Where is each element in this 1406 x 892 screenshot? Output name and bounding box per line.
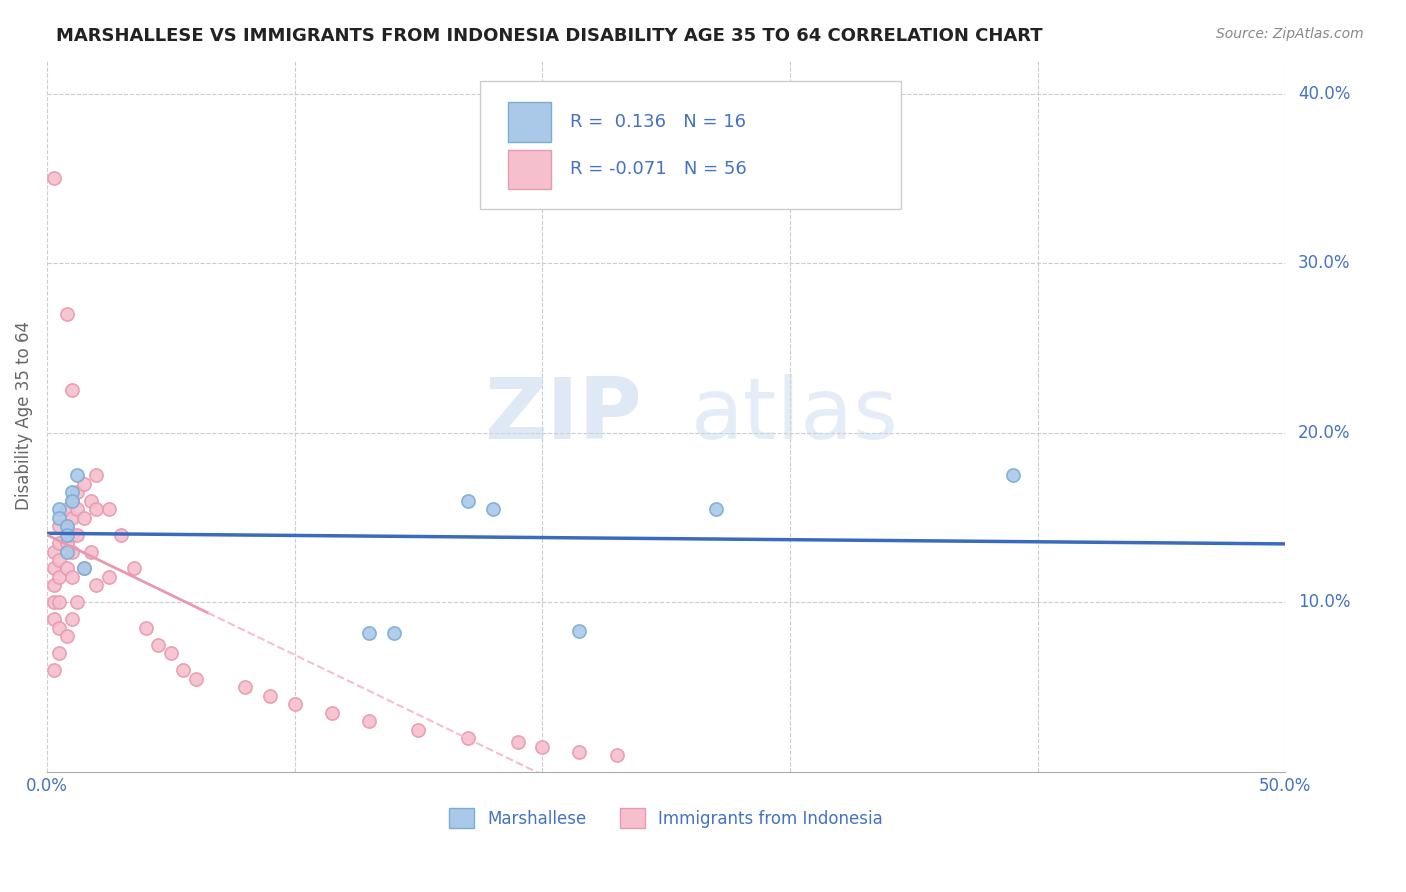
- Point: [48, 502, 70, 516]
- Point: [259, 689, 281, 703]
- Point: [48, 510, 70, 524]
- Point: [65, 468, 87, 483]
- Point: [44, 595, 66, 609]
- Point: [321, 706, 343, 720]
- Point: [408, 723, 430, 737]
- Point: [55, 502, 77, 516]
- Point: [73, 510, 96, 524]
- Point: [60, 544, 83, 558]
- Point: [97, 570, 120, 584]
- Point: [148, 638, 170, 652]
- Point: [457, 493, 479, 508]
- Y-axis label: Disability Age 35 to 64: Disability Age 35 to 64: [15, 321, 32, 510]
- Text: 40.0%: 40.0%: [1298, 85, 1350, 103]
- Point: [73, 476, 96, 491]
- Point: [65, 527, 87, 541]
- Point: [55, 527, 77, 541]
- Text: 10.0%: 10.0%: [1298, 593, 1350, 611]
- Point: [48, 646, 70, 660]
- Point: [60, 493, 83, 508]
- Point: [97, 502, 120, 516]
- Point: [48, 553, 70, 567]
- Point: [44, 663, 66, 677]
- Point: [60, 384, 83, 398]
- Point: [284, 697, 307, 711]
- Point: [60, 485, 83, 500]
- FancyBboxPatch shape: [508, 150, 551, 189]
- Point: [44, 561, 66, 575]
- FancyBboxPatch shape: [481, 81, 901, 210]
- Text: R = -0.071   N = 56: R = -0.071 N = 56: [569, 161, 747, 178]
- Point: [86, 468, 108, 483]
- Point: [457, 731, 479, 745]
- Point: [481, 502, 503, 516]
- Point: [65, 485, 87, 500]
- Point: [135, 621, 157, 635]
- Point: [65, 595, 87, 609]
- Point: [382, 626, 405, 640]
- Text: R =  0.136   N = 16: R = 0.136 N = 16: [569, 112, 745, 130]
- Point: [55, 536, 77, 550]
- Point: [233, 680, 256, 694]
- Text: 30.0%: 30.0%: [1298, 254, 1350, 272]
- Point: [55, 519, 77, 533]
- Point: [704, 502, 727, 516]
- Point: [60, 570, 83, 584]
- Text: Source: ZipAtlas.com: Source: ZipAtlas.com: [1216, 27, 1364, 41]
- Point: [48, 621, 70, 635]
- Point: [55, 307, 77, 321]
- Point: [86, 578, 108, 592]
- Point: [44, 171, 66, 186]
- FancyBboxPatch shape: [508, 103, 551, 142]
- Point: [531, 739, 554, 754]
- Point: [48, 595, 70, 609]
- Text: ZIP: ZIP: [484, 375, 641, 458]
- Point: [568, 745, 591, 759]
- Point: [60, 612, 83, 626]
- Point: [60, 527, 83, 541]
- Point: [44, 612, 66, 626]
- Point: [80, 544, 103, 558]
- Point: [60, 510, 83, 524]
- Point: [48, 519, 70, 533]
- Point: [55, 519, 77, 533]
- Point: [110, 527, 132, 541]
- Point: [172, 663, 194, 677]
- Text: atlas: atlas: [690, 375, 898, 458]
- Point: [48, 570, 70, 584]
- Point: [44, 544, 66, 558]
- Point: [73, 561, 96, 575]
- Point: [80, 493, 103, 508]
- Text: 20.0%: 20.0%: [1298, 424, 1350, 442]
- Point: [73, 561, 96, 575]
- Point: [568, 624, 591, 639]
- Point: [1001, 468, 1024, 483]
- Point: [357, 714, 380, 728]
- Point: [86, 502, 108, 516]
- Point: [65, 502, 87, 516]
- Point: [159, 646, 181, 660]
- Point: [606, 748, 628, 763]
- Point: [55, 561, 77, 575]
- Point: [48, 536, 70, 550]
- Point: [44, 578, 66, 592]
- Point: [184, 672, 207, 686]
- Point: [122, 561, 145, 575]
- Text: MARSHALLESE VS IMMIGRANTS FROM INDONESIA DISABILITY AGE 35 TO 64 CORRELATION CHA: MARSHALLESE VS IMMIGRANTS FROM INDONESIA…: [56, 27, 1043, 45]
- Point: [60, 493, 83, 508]
- Legend: Marshallese, Immigrants from Indonesia: Marshallese, Immigrants from Indonesia: [443, 801, 890, 835]
- Point: [55, 629, 77, 643]
- Point: [506, 734, 529, 748]
- Point: [357, 626, 380, 640]
- Point: [55, 544, 77, 558]
